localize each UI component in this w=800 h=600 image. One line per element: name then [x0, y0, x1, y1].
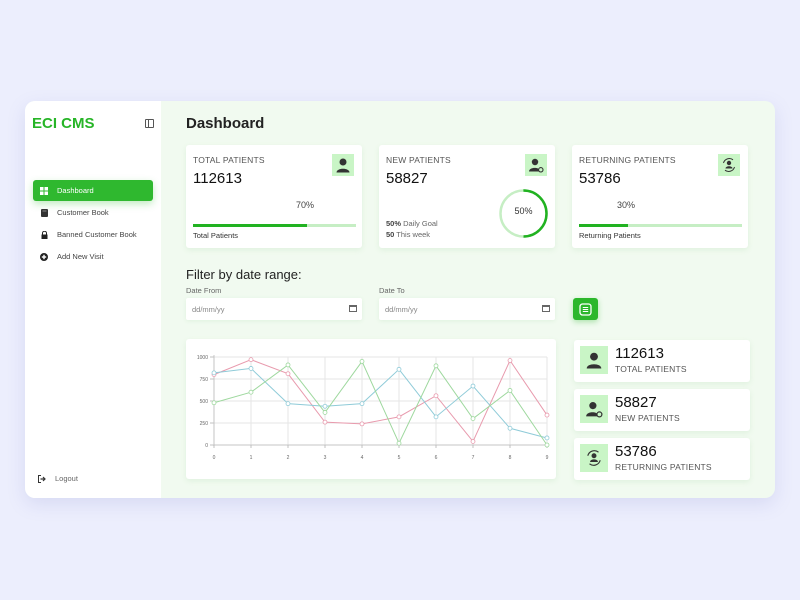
- weekly-count: 50 This week: [386, 230, 431, 239]
- sidebar-item-label: Dashboard: [57, 186, 94, 195]
- date-to-input[interactable]: dd/mm/yy: [379, 298, 555, 320]
- filter-list-icon: [579, 302, 592, 316]
- sidebar-item-banned-customer-book[interactable]: Banned Customer Book: [33, 224, 153, 245]
- logout-icon: [38, 474, 46, 483]
- summary-label: RETURNING PATIENTS: [615, 462, 712, 472]
- summary-label: NEW PATIENTS: [615, 413, 680, 423]
- sidebar-item-label: Add New Visit: [57, 252, 104, 261]
- user-add-icon: [525, 154, 547, 176]
- filter-title: Filter by date range:: [186, 267, 302, 282]
- svg-text:3: 3: [324, 455, 327, 461]
- svg-text:250: 250: [200, 421, 209, 427]
- stat-title: RETURNING PATIENTS: [579, 155, 676, 165]
- svg-text:0: 0: [213, 455, 216, 461]
- app-logo: ECI CMS: [32, 115, 95, 132]
- progress-caption: Total Patients: [193, 231, 239, 240]
- user-add-icon: [580, 395, 608, 423]
- apply-filter-button[interactable]: [573, 298, 598, 320]
- summary-value: 53786: [615, 443, 657, 460]
- line-chart-canvas: 0 250 500 750 1000 0 1 2 3 4 5 6 7 8 9: [197, 355, 550, 461]
- logout-label: Logout: [55, 474, 78, 483]
- returning-patients-card: RETURNING PATIENTS 53786 30% Returning P…: [572, 145, 748, 248]
- svg-text:8: 8: [509, 455, 512, 461]
- svg-text:1: 1: [250, 455, 253, 461]
- svg-text:9: 9: [546, 455, 549, 461]
- progress-percent: 50%: [514, 206, 533, 216]
- progress-bar: [579, 224, 742, 227]
- summary-card-new: 58827 NEW PATIENTS: [574, 389, 750, 431]
- date-to-label: Date To: [379, 286, 405, 295]
- sidebar-item-add-new-visit[interactable]: Add New Visit: [33, 246, 153, 267]
- main-content: Dashboard TOTAL PATIENTS 112613 70% Tota…: [161, 101, 775, 498]
- svg-text:7: 7: [472, 455, 475, 461]
- stat-value: 112613: [193, 170, 242, 187]
- patients-line-chart: 0 250 500 750 1000 0 1 2 3 4 5 6 7 8 9: [186, 339, 556, 479]
- progress-bar: [193, 224, 356, 227]
- svg-text:750: 750: [200, 377, 209, 383]
- svg-text:2: 2: [287, 455, 290, 461]
- svg-text:500: 500: [200, 399, 209, 405]
- progress-ring: [499, 189, 548, 238]
- page-title: Dashboard: [186, 115, 265, 132]
- user-icon: [580, 346, 608, 374]
- date-from-placeholder: dd/mm/yy: [192, 304, 225, 314]
- svg-text:0: 0: [205, 443, 208, 449]
- svg-text:6: 6: [435, 455, 438, 461]
- stat-value: 58827: [386, 170, 428, 187]
- summary-value: 112613: [615, 345, 664, 362]
- summary-card-total: 112613 TOTAL PATIENTS: [574, 340, 750, 382]
- date-to-placeholder: dd/mm/yy: [385, 304, 418, 314]
- sidebar-item-customer-book[interactable]: Customer Book: [33, 202, 153, 223]
- total-patients-card: TOTAL PATIENTS 112613 70% Total Patients: [186, 145, 362, 248]
- progress-percent: 30%: [617, 200, 636, 210]
- stat-value: 53786: [579, 170, 621, 187]
- sidebar-toggle-icon[interactable]: [145, 119, 154, 128]
- lock-icon: [40, 230, 48, 239]
- book-icon: [40, 208, 48, 217]
- progress-percent: 70%: [296, 200, 315, 210]
- plus-circle-icon: [40, 252, 48, 261]
- sidebar-item-label: Banned Customer Book: [57, 230, 137, 239]
- sidebar: ECI CMS Dashboard Customer Book Banned C…: [25, 101, 161, 498]
- summary-card-returning: 53786 RETURNING PATIENTS: [574, 438, 750, 480]
- user-refresh-icon: [718, 154, 740, 176]
- summary-label: TOTAL PATIENTS: [615, 364, 687, 374]
- progress-caption: Returning Patients: [579, 231, 641, 240]
- sidebar-item-dashboard[interactable]: Dashboard: [33, 180, 153, 201]
- daily-goal: 50% Daily Goal: [386, 219, 438, 228]
- user-refresh-icon: [580, 444, 608, 472]
- new-patients-card: NEW PATIENTS 58827 50% Daily Goal 50 Thi…: [379, 145, 555, 248]
- app-window: ECI CMS Dashboard Customer Book Banned C…: [25, 101, 775, 498]
- summary-value: 58827: [615, 394, 657, 411]
- stat-title: NEW PATIENTS: [386, 155, 451, 165]
- logout-button[interactable]: Logout: [38, 474, 78, 483]
- calendar-icon[interactable]: [349, 305, 357, 312]
- date-from-input[interactable]: dd/mm/yy: [186, 298, 362, 320]
- user-icon: [332, 154, 354, 176]
- sidebar-item-label: Customer Book: [57, 208, 109, 217]
- calendar-icon[interactable]: [542, 305, 550, 312]
- sidebar-nav: Dashboard Customer Book Banned Customer …: [33, 180, 153, 268]
- grid-icon: [40, 186, 48, 195]
- date-from-label: Date From: [186, 286, 222, 295]
- svg-text:5: 5: [398, 455, 401, 461]
- stat-title: TOTAL PATIENTS: [193, 155, 265, 165]
- svg-text:1000: 1000: [197, 355, 208, 361]
- svg-text:4: 4: [361, 455, 364, 461]
